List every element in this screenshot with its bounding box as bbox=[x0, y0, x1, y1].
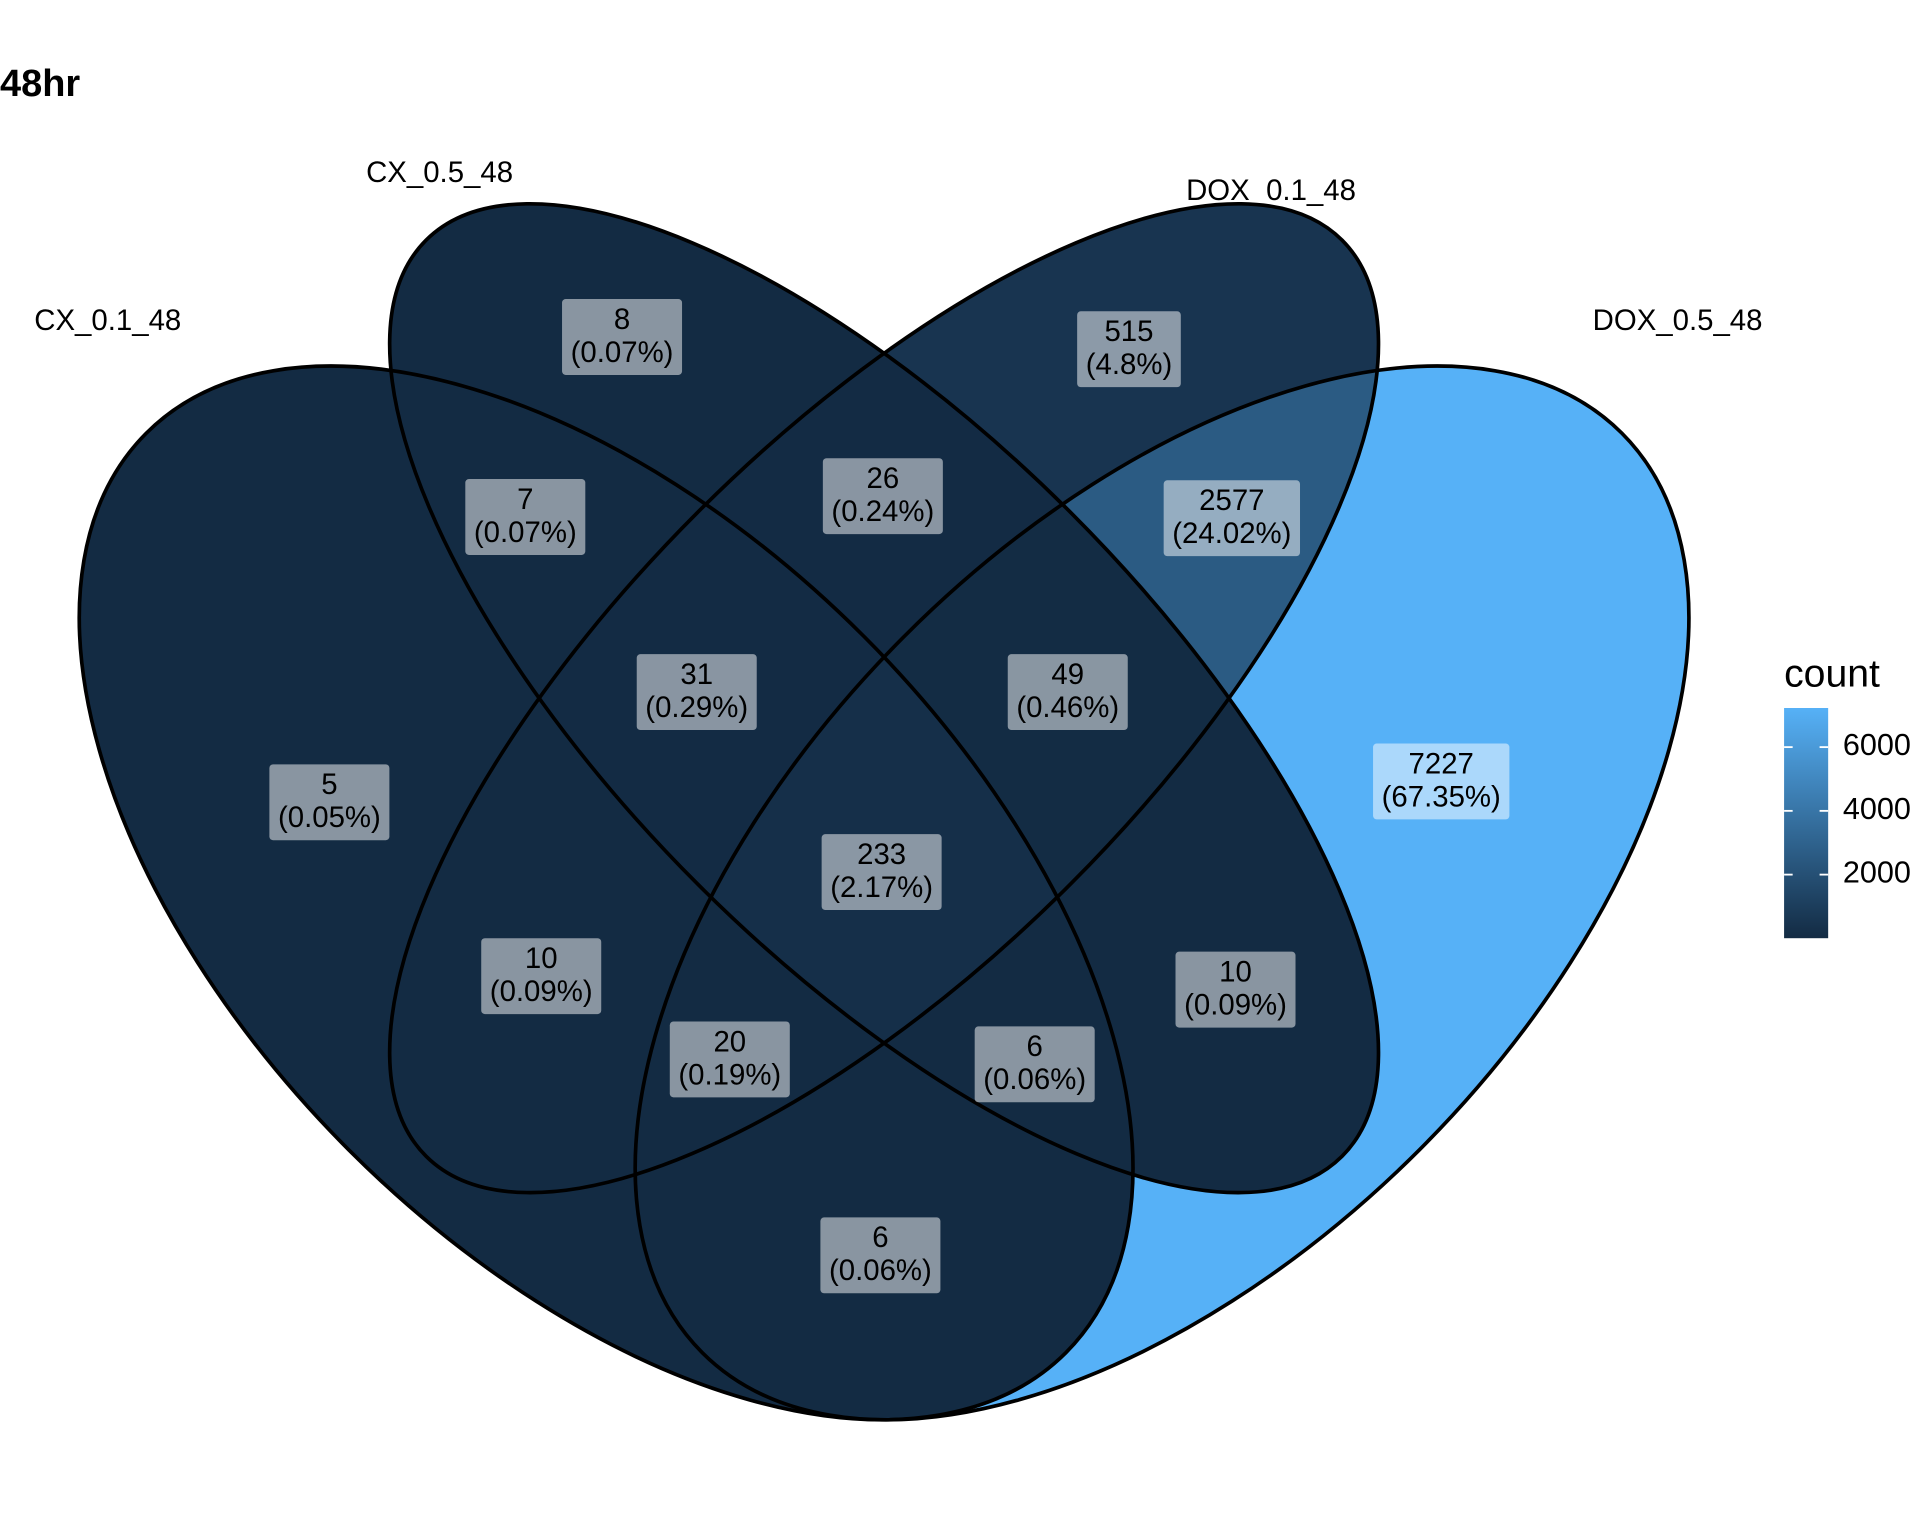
label-box bbox=[820, 1217, 941, 1294]
region-count: 515 bbox=[1104, 315, 1153, 348]
region-label: 49(0.46%) bbox=[1007, 654, 1128, 731]
region-percent: (0.29%) bbox=[645, 691, 748, 724]
label-box bbox=[465, 479, 586, 555]
region-percent: (2.17%) bbox=[830, 871, 933, 904]
label-box bbox=[562, 299, 683, 375]
region-percent: (0.24%) bbox=[831, 495, 934, 528]
region-label: 10(0.09%) bbox=[481, 938, 602, 1015]
region-percent: (67.35%) bbox=[1382, 780, 1501, 813]
legend: count 2000 4000 6000 bbox=[1784, 653, 1911, 939]
set-label: DOX_0.1_48 bbox=[1186, 174, 1356, 207]
region-label: 8(0.07%) bbox=[562, 299, 683, 375]
region-label: 10(0.09%) bbox=[1175, 951, 1296, 1028]
region-label: 2577(24.02%) bbox=[1163, 480, 1301, 557]
label-box bbox=[821, 834, 942, 911]
region-percent: (0.07%) bbox=[474, 516, 577, 549]
label-box bbox=[1077, 311, 1181, 388]
set-label: DOX_0.5_48 bbox=[1593, 304, 1763, 337]
label-box bbox=[822, 458, 943, 535]
region-percent: (0.46%) bbox=[1016, 691, 1119, 724]
set-label: CX_0.1_48 bbox=[34, 304, 181, 337]
region-count: 5 bbox=[321, 768, 337, 801]
label-box bbox=[1007, 654, 1128, 731]
region-count: 10 bbox=[525, 942, 558, 975]
label-box bbox=[636, 654, 757, 731]
region-percent: (0.09%) bbox=[1184, 989, 1287, 1022]
region-count: 20 bbox=[713, 1025, 746, 1058]
region-count: 6 bbox=[1027, 1030, 1043, 1063]
labels: 5(0.05%)8(0.07%)515(4.8%)7227(67.35%)7(0… bbox=[269, 299, 1510, 1294]
label-box bbox=[669, 1021, 790, 1098]
colorbar-tick-label: 6000 bbox=[1843, 728, 1911, 762]
region-percent: (24.02%) bbox=[1172, 517, 1291, 550]
label-box bbox=[481, 938, 602, 1015]
set-outline bbox=[387, 201, 1381, 1195]
region-percent: (0.07%) bbox=[571, 336, 674, 369]
legend-title: count bbox=[1784, 653, 1880, 696]
chart-title: 48hr bbox=[0, 63, 80, 105]
region-label: 6(0.06%) bbox=[974, 1026, 1095, 1103]
outlines: CX_0.1_48 CX_0.5_48 DOX_0.1_48 DOX_0.5_48 bbox=[34, 156, 1763, 1422]
region-count: 6 bbox=[872, 1221, 888, 1254]
region-percent: (4.8%) bbox=[1086, 348, 1173, 381]
colorbar-tick-label: 2000 bbox=[1843, 856, 1911, 890]
region-count: 8 bbox=[614, 303, 630, 336]
region-label: 20(0.19%) bbox=[669, 1021, 790, 1098]
region-label: 233(2.17%) bbox=[821, 834, 942, 911]
label-box bbox=[974, 1026, 1095, 1103]
region-count: 31 bbox=[680, 658, 713, 691]
region-count: 49 bbox=[1051, 658, 1084, 691]
set-label: CX_0.5_48 bbox=[366, 156, 513, 189]
region-percent: (0.05%) bbox=[278, 801, 381, 834]
label-box bbox=[1175, 951, 1296, 1028]
region-percent: (0.19%) bbox=[678, 1058, 781, 1091]
region-count: 2577 bbox=[1199, 484, 1264, 517]
set-outline bbox=[387, 201, 1381, 1195]
region-label: 6(0.06%) bbox=[820, 1217, 941, 1294]
region-count: 233 bbox=[857, 838, 906, 871]
region-label: 515(4.8%) bbox=[1077, 311, 1181, 388]
region-label: 7(0.07%) bbox=[465, 479, 586, 555]
region-count: 7227 bbox=[1409, 747, 1474, 780]
region-count: 26 bbox=[867, 462, 900, 495]
region-percent: (0.06%) bbox=[983, 1063, 1086, 1096]
label-box bbox=[269, 764, 390, 841]
region-percent: (0.06%) bbox=[829, 1254, 932, 1287]
colorbar bbox=[1784, 708, 1829, 939]
region-label: 26(0.24%) bbox=[822, 458, 943, 535]
set-outline bbox=[77, 364, 1135, 1422]
region-label: 7227(67.35%) bbox=[1373, 743, 1510, 820]
region-count: 7 bbox=[517, 483, 533, 516]
region-percent: (0.09%) bbox=[490, 975, 593, 1008]
colorbar-tick-label: 4000 bbox=[1843, 792, 1911, 826]
set-outline bbox=[633, 364, 1691, 1422]
label-box bbox=[1373, 743, 1510, 820]
label-box bbox=[1163, 480, 1301, 557]
region-label: 5(0.05%) bbox=[269, 764, 390, 841]
region-count: 10 bbox=[1219, 955, 1252, 988]
region-label: 31(0.29%) bbox=[636, 654, 757, 731]
